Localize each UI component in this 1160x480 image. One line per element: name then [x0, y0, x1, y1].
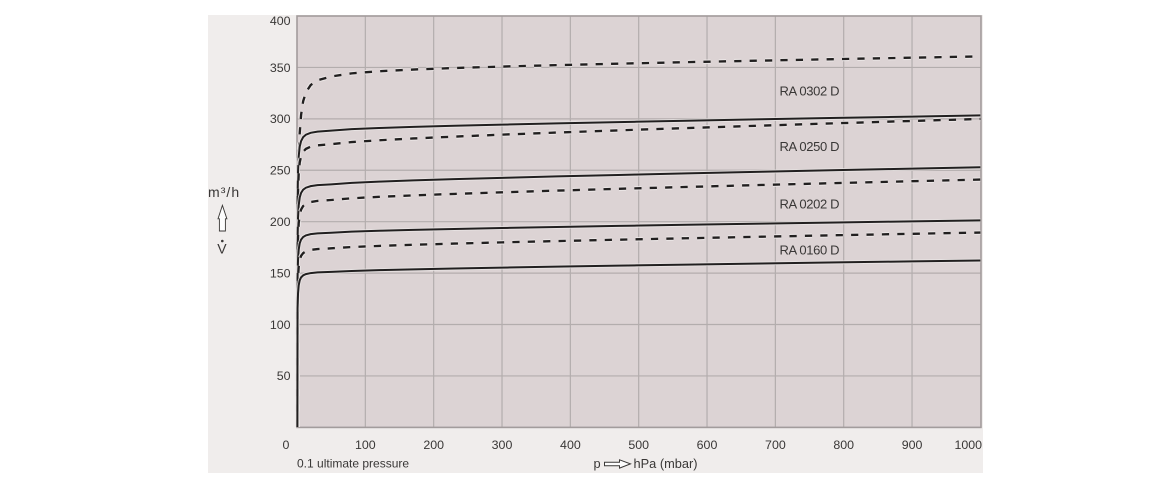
- svg-text:700: 700: [765, 438, 786, 452]
- svg-text:100: 100: [355, 438, 376, 452]
- svg-text:400: 400: [560, 438, 581, 452]
- svg-text:200: 200: [423, 438, 444, 452]
- svg-text:V: V: [217, 241, 227, 257]
- svg-text:m³/h: m³/h: [208, 184, 240, 200]
- svg-text:RA 0302 D: RA 0302 D: [780, 84, 840, 99]
- svg-text:p: p: [594, 456, 601, 471]
- svg-text:300: 300: [270, 112, 291, 126]
- svg-text:RA 0160 D: RA 0160 D: [780, 243, 840, 258]
- svg-text:RA 0250 D: RA 0250 D: [780, 139, 840, 154]
- svg-text:0: 0: [283, 438, 290, 452]
- svg-text:250: 250: [270, 164, 291, 178]
- svg-text:800: 800: [833, 438, 854, 452]
- svg-text:150: 150: [270, 266, 291, 280]
- svg-text:RA 0202 D: RA 0202 D: [780, 197, 840, 212]
- svg-text:350: 350: [270, 61, 291, 75]
- svg-text:hPa (mbar): hPa (mbar): [634, 456, 698, 471]
- svg-text:300: 300: [492, 438, 513, 452]
- svg-text:200: 200: [270, 215, 291, 229]
- svg-text:50: 50: [277, 369, 291, 383]
- svg-text:1000: 1000: [955, 438, 983, 452]
- svg-text:0.1 ultimate pressure: 0.1 ultimate pressure: [297, 456, 409, 470]
- svg-text:900: 900: [902, 438, 923, 452]
- svg-text:600: 600: [697, 438, 718, 452]
- svg-text:400: 400: [270, 14, 291, 28]
- svg-text:100: 100: [270, 318, 291, 332]
- svg-text:500: 500: [628, 438, 649, 452]
